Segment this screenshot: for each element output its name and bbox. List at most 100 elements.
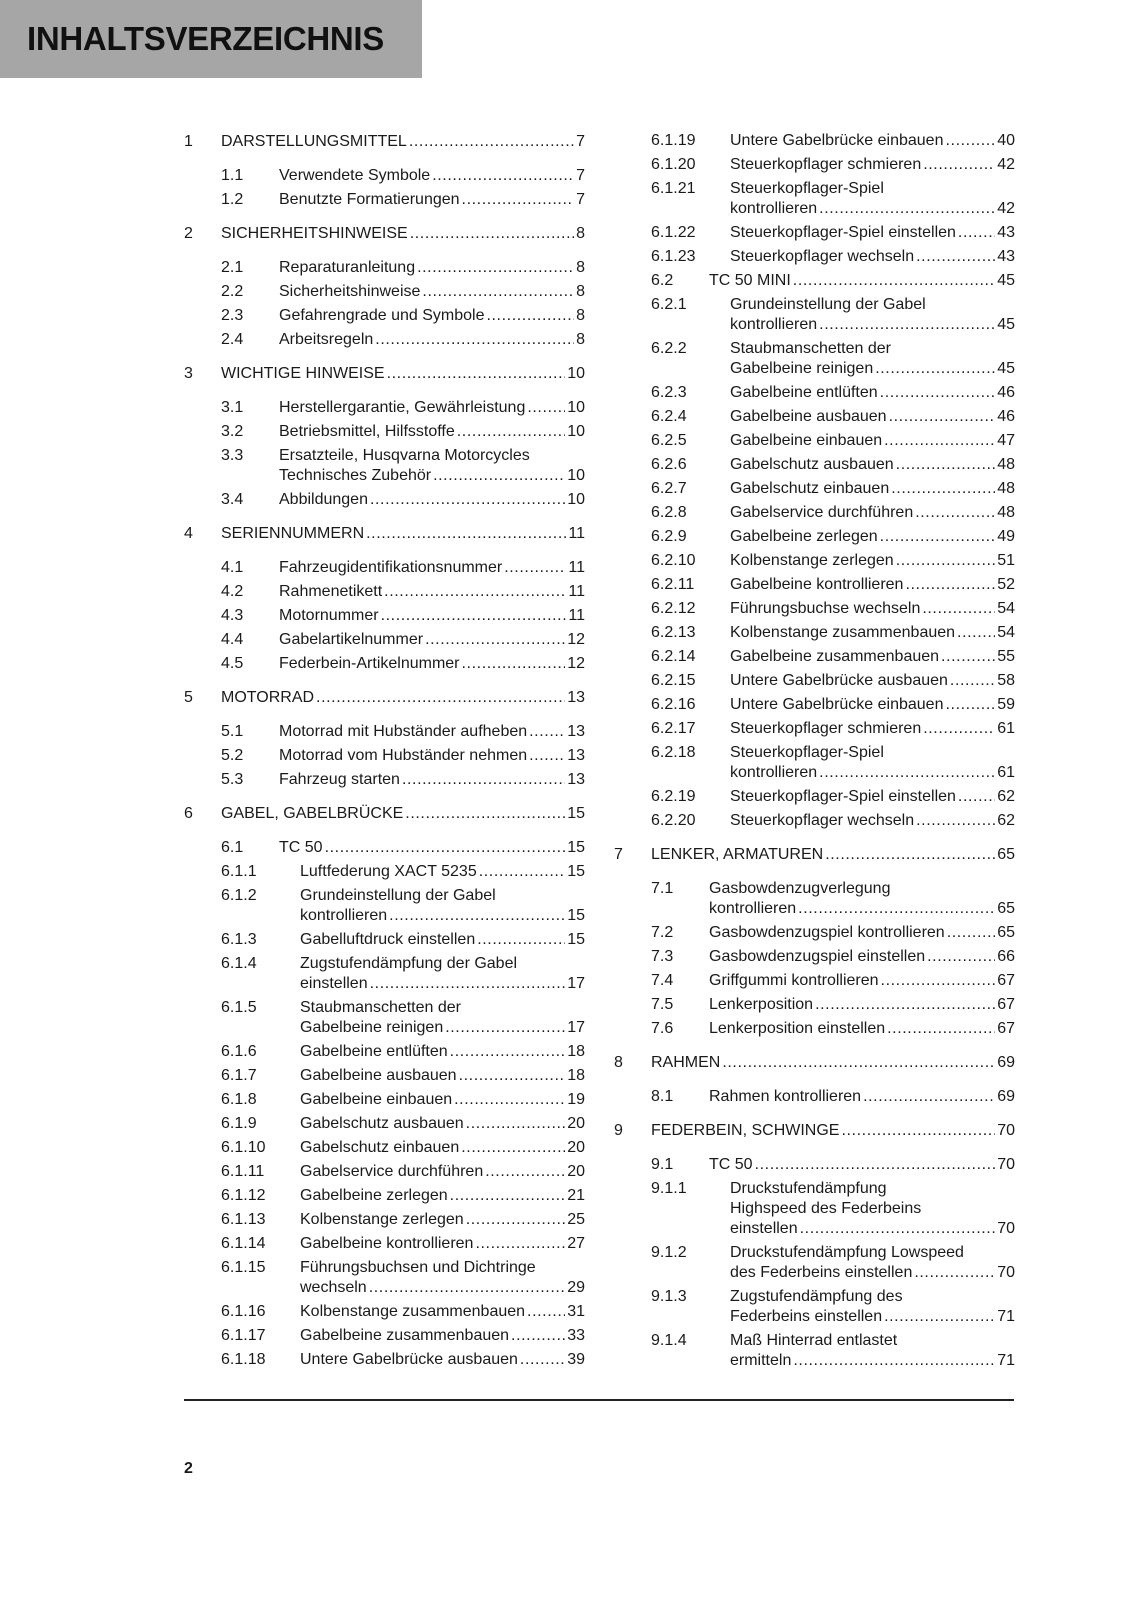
toc-entry[interactable]: 5.1 Motorrad mit Hubständer aufheben 13 [184,720,585,744]
toc-entry[interactable]: 4 SERIENNUMMERN 11 [184,522,585,546]
toc-entry[interactable]: 3.2 Betriebsmittel, Hilfsstoffe 10 [184,420,585,444]
toc-entry[interactable]: 4.1 Fahrzeugidentifikationsnummer 11 [184,556,585,580]
toc-entry[interactable]: 6.1.6 Gabelbeine entlüften 18 [184,1040,585,1064]
toc-entry[interactable]: 6.1.20 Steuerkopflager schmieren 42 [614,153,1015,177]
toc-entry[interactable]: 6.1.19 Untere Gabelbrücke einbauen 40 [614,129,1015,153]
toc-entry[interactable]: 6.1.12 Gabelbeine zerlegen 21 [184,1184,585,1208]
toc-entry[interactable]: 6.1.14 Gabelbeine kontrollieren 27 [184,1232,585,1256]
toc-entry[interactable]: 6.2 TC 50 MINI 45 [614,269,1015,293]
toc-entry-last-line: Fahrzeugidentifikationsnummer 11 [279,558,585,578]
toc-entry-number: 9.1.2 [651,1244,687,1261]
toc-entry[interactable]: 2.4 Arbeitsregeln 8 [184,328,585,352]
toc-entry[interactable]: 9.1.1 Druckstufendämpfung Highspeed des Fe… [614,1177,1015,1241]
toc-entry[interactable]: 8 RAHMEN 69 [614,1051,1015,1075]
toc-entry[interactable]: 4.5 Federbein-Artikelnummer 12 [184,652,585,676]
toc-entry-page: 67 [997,996,1015,1013]
toc-entry[interactable]: 9.1 TC 50 70 [614,1153,1015,1177]
toc-entry-number: 7.3 [651,948,674,965]
toc-entry[interactable]: 7.2 Gasbowdenzugspiel kontrollieren 65 [614,921,1015,945]
toc-entry[interactable]: 5.2 Motorrad vom Hubständer nehmen 13 [184,744,585,768]
toc-entry[interactable]: 6.1.23 Steuerkopflager wechseln 43 [614,245,1015,269]
toc-entry[interactable]: 1 DARSTELLUNGSMITTEL 7 [184,130,585,154]
toc-entry[interactable]: 6.1.2 Grundeinstellung der Gabel kontrolli… [184,884,585,928]
toc-entry[interactable]: 6.1.1 Luftfederung XACT 5235 15 [184,860,585,884]
toc-entry[interactable]: 9.1.3 Zugstufendämpfung des Federbeins ein… [614,1285,1015,1329]
toc-entry[interactable]: 3.3 Ersatzteile, Husqvarna Motorcycles Tec… [184,444,585,488]
toc-entry[interactable]: 6.2.14 Gabelbeine zusammenbauen 55 [614,645,1015,669]
toc-entry[interactable]: 7.6 Lenkerposition einstellen 67 [614,1017,1015,1041]
toc-entry[interactable]: 6.2.3 Gabelbeine entlüften 46 [614,381,1015,405]
toc-entry[interactable]: 6.2.11 Gabelbeine kontrollieren 52 [614,573,1015,597]
toc-entry[interactable]: 3.4 Abbildungen 10 [184,488,585,512]
toc-entry[interactable]: 6.2.19 Steuerkopflager-Spiel einstellen 62 [614,785,1015,809]
toc-entry[interactable]: 3.1 Herstellergarantie, Gewährleistung 10 [184,396,585,420]
toc-entry[interactable]: 6.2.5 Gabelbeine einbauen 47 [614,429,1015,453]
toc-entry[interactable]: 1.2 Benutzte Formatierungen 7 [184,188,585,212]
toc-entry-line: Gabelbeine ausbauen [300,1067,457,1084]
toc-entry-last-line: RAHMEN 69 [651,1053,1015,1073]
toc-entry[interactable]: 6.1.18 Untere Gabelbrücke ausbauen 39 [184,1348,585,1372]
toc-entry[interactable]: 2.2 Sicherheitshinweise 8 [184,280,585,304]
toc-entry[interactable]: 1.1 Verwendete Symbole 7 [184,164,585,188]
toc-entry[interactable]: 6.2.9 Gabelbeine zerlegen 49 [614,525,1015,549]
toc-entry[interactable]: 7.5 Lenkerposition 67 [614,993,1015,1017]
toc-entry[interactable]: 6.2.6 Gabelschutz ausbauen 48 [614,453,1015,477]
toc-entry[interactable]: 4.3 Motornummer 11 [184,604,585,628]
toc-entry[interactable]: 6.1.22 Steuerkopflager-Spiel einstellen 43 [614,221,1015,245]
toc-entry[interactable]: 6.2.1 Grundeinstellung der Gabel kontrolli… [614,293,1015,337]
toc-entry[interactable]: 6.2.13 Kolbenstange zusammenbauen 54 [614,621,1015,645]
dot-leader [527,398,565,418]
toc-entry[interactable]: 8.1 Rahmen kontrollieren 69 [614,1085,1015,1109]
toc-entry[interactable]: 7.4 Griffgummi kontrollieren 67 [614,969,1015,993]
toc-entry[interactable]: 6 GABEL, GABELBRÜCKE 15 [184,802,585,826]
toc-entry[interactable]: 6.1.9 Gabelschutz ausbauen 20 [184,1112,585,1136]
toc-entry[interactable]: 6.1.10 Gabelschutz einbauen 20 [184,1136,585,1160]
toc-entry-last-line: LENKER, ARMATUREN 65 [651,845,1015,865]
toc-entry[interactable]: 6.2.17 Steuerkopflager schmieren 61 [614,717,1015,741]
dot-leader [927,947,995,967]
toc-entry[interactable]: 6.1.11 Gabelservice durchführen 20 [184,1160,585,1184]
toc-entry[interactable]: 7 LENKER, ARMATUREN 65 [614,843,1015,867]
toc-entry[interactable]: 6.2.18 Steuerkopflager-Spiel kontrollieren… [614,741,1015,785]
toc-entry-number: 2.2 [221,283,244,300]
toc-entry[interactable]: 9.1.4 Maß Hinterrad entlastet ermitteln 71 [614,1329,1015,1373]
toc-entry[interactable]: 2.3 Gefahrengrade und Symbole 8 [184,304,585,328]
toc-entry[interactable]: 6.2.8 Gabelservice durchführen 48 [614,501,1015,525]
toc-entry[interactable]: 9.1.2 Druckstufendämpfung Lowspeed des Fed… [614,1241,1015,1285]
toc-entry-number: 6.1.10 [221,1139,266,1156]
toc-entry[interactable]: 6.2.16 Untere Gabelbrücke einbauen 59 [614,693,1015,717]
toc-entry[interactable]: 6.1.21 Steuerkopflager-Spiel kontrollieren… [614,177,1015,221]
toc-entry[interactable]: 6.1.15 Führungsbuchsen und Dichtringe wech… [184,1256,585,1300]
toc-entry[interactable]: 9 FEDERBEIN, SCHWINGE 70 [614,1119,1015,1143]
toc-entry-last-line: Gabelbeine ausbauen 18 [300,1066,585,1086]
toc-entry[interactable]: 4.4 Gabelartikelnummer 12 [184,628,585,652]
toc-entry[interactable]: 4.2 Rahmenetikett 11 [184,580,585,604]
toc-entry[interactable]: 2 SICHERHEITSHINWEISE 8 [184,222,585,246]
toc-entry[interactable]: 6.1.3 Gabelluftdruck einstellen 15 [184,928,585,952]
toc-entry[interactable]: 2.1 Reparaturanleitung 8 [184,256,585,280]
toc-entry[interactable]: 6.2.2 Staubmanschetten der Gabelbeine rein… [614,337,1015,381]
toc-entry[interactable]: 6.2.15 Untere Gabelbrücke ausbauen 58 [614,669,1015,693]
toc-entry[interactable]: 6.2.7 Gabelschutz einbauen 48 [614,477,1015,501]
toc-entry[interactable]: 6.2.10 Kolbenstange zerlegen 51 [614,549,1015,573]
toc-entry[interactable]: 6.1.17 Gabelbeine zusammenbauen 33 [184,1324,585,1348]
toc-entry[interactable]: 3 WICHTIGE HINWEISE 10 [184,362,585,386]
toc-entry[interactable]: 5.3 Fahrzeug starten 13 [184,768,585,792]
toc-entry[interactable]: 6.1.5 Staubmanschetten der Gabelbeine rein… [184,996,585,1040]
toc-entry-last-line: Steuerkopflager-Spiel einstellen 43 [730,223,1015,243]
toc-entry[interactable]: 6.1 TC 50 15 [184,836,585,860]
toc-entry[interactable]: 7.3 Gasbowdenzugspiel einstellen 66 [614,945,1015,969]
toc-entry[interactable]: 6.1.7 Gabelbeine ausbauen 18 [184,1064,585,1088]
toc-entry-page: 46 [997,408,1015,425]
toc-entry-page: 70 [997,1220,1015,1237]
toc-entry[interactable]: 6.1.16 Kolbenstange zusammenbauen 31 [184,1300,585,1324]
toc-entry[interactable]: 5 MOTORRAD 13 [184,686,585,710]
toc-entry[interactable]: 6.1.13 Kolbenstange zerlegen 25 [184,1208,585,1232]
toc-entry[interactable]: 6.1.8 Gabelbeine einbauen 19 [184,1088,585,1112]
toc-entry[interactable]: 6.2.20 Steuerkopflager wechseln 62 [614,809,1015,833]
toc-entry[interactable]: 6.2.4 Gabelbeine ausbauen 46 [614,405,1015,429]
toc-entry[interactable]: 6.2.12 Führungsbuchse wechseln 54 [614,597,1015,621]
toc-entry[interactable]: 6.1.4 Zugstufendämpfung der Gabel einstell… [184,952,585,996]
toc-entry-title: Griffgummi kontrollieren 67 [709,971,1015,991]
toc-entry[interactable]: 7.1 Gasbowdenzugverlegung kontrollieren 65 [614,877,1015,921]
